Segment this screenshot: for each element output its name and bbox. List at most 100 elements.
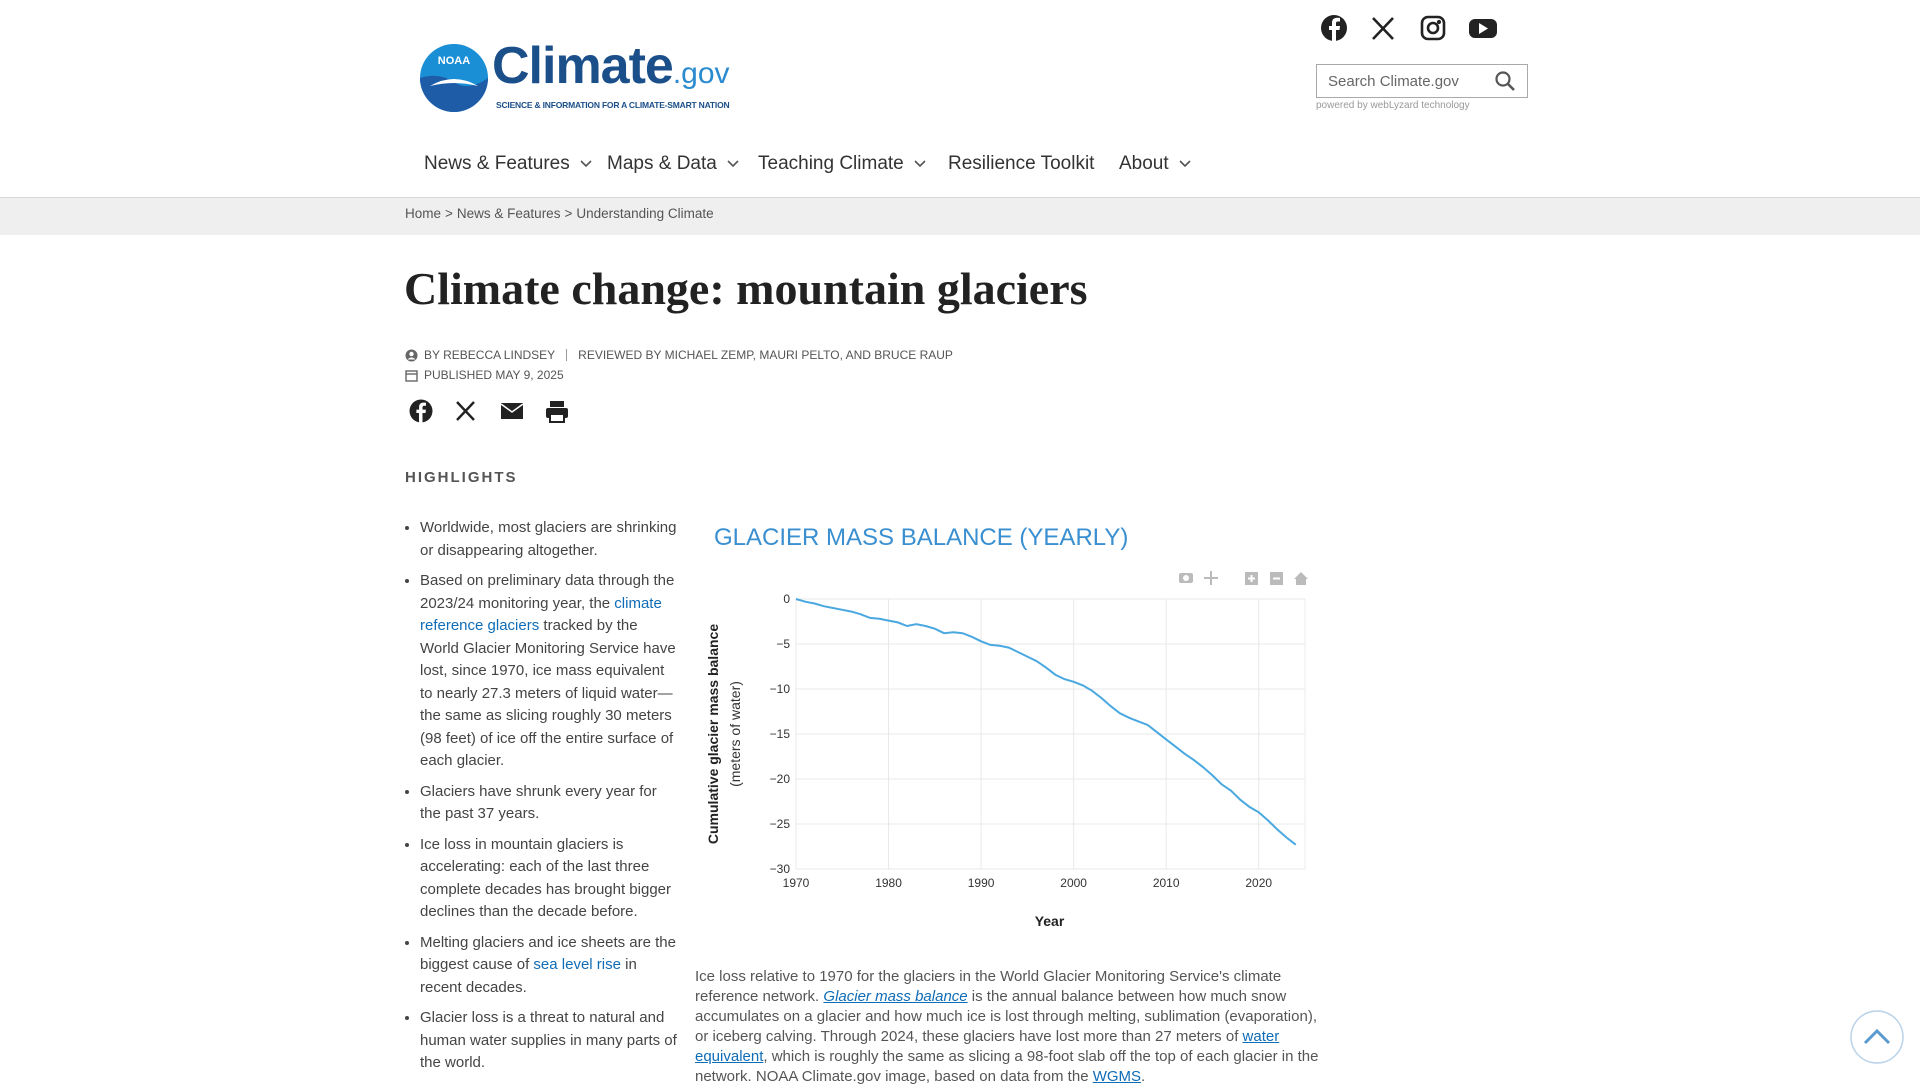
- nav-chevron: [580, 160, 592, 168]
- share-icons: [409, 399, 568, 423]
- text: Worldwide, most glaciers are shrinking o…: [420, 519, 677, 559]
- share-email[interactable]: [500, 403, 524, 419]
- nav-label: Teaching Climate: [758, 153, 904, 174]
- powered-by: powered by webLyzard technology: [1316, 100, 1470, 111]
- text: is the annual balance between how much s…: [695, 988, 1317, 1045]
- logo[interactable]: Climate.gov: [492, 36, 730, 96]
- text: .: [1141, 1068, 1146, 1085]
- nav-item[interactable]: Maps & Data: [607, 153, 739, 175]
- youtube-icon[interactable]: [1469, 19, 1497, 38]
- social-icons: [1321, 15, 1497, 41]
- scroll-top-button[interactable]: [1849, 1009, 1905, 1065]
- link[interactable]: Glacier mass balance: [823, 988, 967, 1005]
- logo-name: Climate: [492, 37, 674, 95]
- share-x[interactable]: [456, 401, 475, 421]
- y-tick-label: −15: [770, 727, 791, 741]
- chart-title: GLACIER MASS BALANCE (YEARLY): [714, 524, 1129, 551]
- y-tick-label: −20: [770, 772, 791, 786]
- instagram-icon[interactable]: [1420, 15, 1446, 41]
- modebar-camera[interactable]: [1179, 573, 1193, 583]
- logo-badge-text: NOAA: [438, 55, 470, 67]
- breadcrumb-item[interactable]: Home: [405, 206, 442, 221]
- highlight-item: Ice loss in mountain glaciers is acceler…: [420, 834, 678, 924]
- published-row: PUBLISHED MAY 9, 2025: [405, 368, 564, 382]
- facebook-icon[interactable]: [1321, 15, 1347, 41]
- nav-chevron: [727, 160, 739, 168]
- text: Ice loss relative to 1970 for the glacie…: [695, 968, 1282, 1005]
- x-tick-label: 1970: [783, 876, 810, 890]
- modebar: [1179, 571, 1308, 585]
- link[interactable]: WGMS: [1092, 1068, 1142, 1085]
- breadcrumb-separator: >: [445, 206, 453, 221]
- nav-label: Resilience Toolkit: [948, 153, 1095, 174]
- search-box[interactable]: Search Climate.gov: [1316, 64, 1528, 98]
- highlight-item: Based on preliminary data through the 20…: [420, 570, 678, 773]
- tagline: SCIENCE & INFORMATION FOR A CLIMATE-SMAR…: [496, 100, 730, 110]
- highlight-item: Melting glaciers and ice sheets are the …: [420, 932, 678, 1000]
- x-tick-label: 2020: [1245, 876, 1272, 890]
- highlight-item: Worldwide, most glaciers are shrinking o…: [420, 517, 678, 562]
- breadcrumb-separator: >: [564, 206, 573, 221]
- nav-item[interactable]: Teaching Climate: [758, 153, 926, 175]
- byline-row: BY REBECCA LINDSEY REVIEWED BY MICHAEL Z…: [405, 348, 953, 362]
- modebar-zoom-out[interactable]: [1270, 572, 1283, 585]
- link[interactable]: sea level rise: [533, 956, 621, 973]
- logo-badge[interactable]: NOAA: [418, 42, 490, 114]
- published: PUBLISHED MAY 9, 2025: [424, 368, 564, 382]
- x-tick-label: 2000: [1060, 876, 1087, 890]
- figure-caption: Ice loss relative to 1970 for the glacie…: [695, 967, 1325, 1087]
- y-axis-label: Cumulative glacier mass balance: [705, 624, 721, 844]
- nav-chevron: [914, 160, 926, 168]
- nav-chevron: [1179, 160, 1191, 168]
- author-icon: [405, 349, 418, 361]
- modebar-home[interactable]: [1294, 572, 1308, 585]
- highlight-item: Glacier loss is a threat to natural and …: [420, 1007, 678, 1075]
- chevron: [1179, 160, 1191, 168]
- byline: BY REBECCA LINDSEY: [424, 348, 556, 362]
- text: Ice loss in mountain glaciers is acceler…: [420, 835, 672, 921]
- nav-item[interactable]: Resilience Toolkit: [948, 153, 1094, 175]
- x-icon[interactable]: [1372, 17, 1394, 40]
- search-icon[interactable]: [1494, 70, 1516, 92]
- x-tick-label: 1990: [968, 876, 995, 890]
- y-tick-label: 0: [783, 592, 790, 606]
- search-placeholder: Search Climate.gov: [1328, 73, 1459, 90]
- highlights-heading: HIGHLIGHTS: [405, 469, 518, 486]
- nav-item[interactable]: News & Features: [424, 153, 592, 175]
- breadcrumb-item[interactable]: News & Features: [456, 206, 561, 221]
- link-text: Glacier mass balance: [823, 988, 968, 1005]
- breadcrumb: Home > News & Features > Understanding Clima…: [405, 206, 718, 221]
- reviewers: REVIEWED BY MICHAEL ZEMP, MAURI PELTO, A…: [578, 348, 953, 362]
- text: , which is roughly the same as slicing a…: [695, 1048, 1319, 1085]
- nav-item[interactable]: About: [1119, 153, 1191, 175]
- text: in recent decades.: [420, 956, 637, 996]
- data-line: [795, 598, 1297, 846]
- calendar-icon: [405, 369, 418, 382]
- link[interactable]: climate reference glaciers: [420, 594, 662, 635]
- x-axis-label: Year: [1035, 913, 1065, 929]
- article-title: Climate change: mountain glaciers: [404, 263, 1088, 314]
- text: Glacier loss is a threat to natural and …: [420, 1009, 677, 1071]
- text: tracked by the World Glacier Monitoring …: [420, 617, 676, 769]
- breadcrumb-bar: [0, 197, 1920, 235]
- nav-label: About: [1119, 153, 1169, 174]
- logo-suffix: .gov: [672, 57, 730, 90]
- chevron: [580, 160, 592, 168]
- y-axis-sublabel: (meters of water): [727, 681, 743, 787]
- separator: [566, 349, 568, 361]
- chevron: [914, 160, 926, 168]
- modebar-zoom-in[interactable]: [1245, 572, 1258, 585]
- highlights-list: Worldwide, most glaciers are shrinking o…: [405, 517, 678, 1083]
- text: Melting glaciers and ice sheets are the …: [420, 933, 676, 974]
- y-tick-label: −30: [770, 862, 791, 876]
- link[interactable]: water equivalent: [695, 1028, 1280, 1065]
- share-print[interactable]: [546, 401, 568, 423]
- y-tick-label: −25: [770, 817, 791, 831]
- text: Based on preliminary data through the 20…: [420, 572, 675, 612]
- nav-label: Maps & Data: [607, 153, 717, 174]
- share-facebook[interactable]: [409, 399, 433, 423]
- x-tick-label: 2010: [1153, 876, 1180, 890]
- modebar-pan[interactable]: [1204, 571, 1218, 585]
